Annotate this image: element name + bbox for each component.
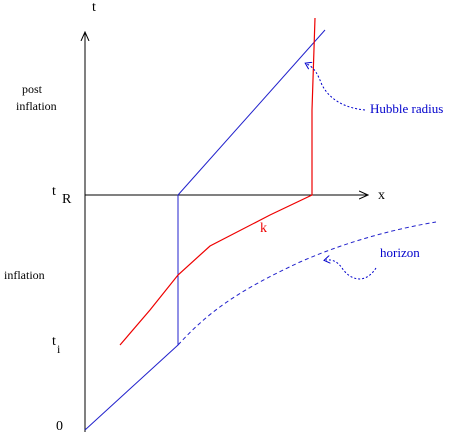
horizon-arrow: [326, 260, 377, 280]
hubble-arrow: [307, 64, 366, 111]
post-label: post: [22, 82, 43, 96]
hubble-label: Hubble radius: [370, 101, 443, 116]
t-r-sub: R: [62, 192, 72, 207]
t-r-label: t: [52, 184, 56, 199]
k-label: k: [260, 221, 267, 236]
hubble-line: [84, 29, 326, 431]
k-curve: [119, 17, 316, 346]
horizon-curve: [177, 221, 437, 346]
inflation-label: inflation: [4, 268, 45, 282]
x-axis-label: x: [378, 188, 385, 203]
t-i-label: t: [52, 334, 56, 349]
origin-label: 0: [56, 419, 63, 434]
t-axis-label: t: [92, 0, 96, 15]
post-inflation-label: inflation: [16, 99, 57, 113]
horizon-label: horizon: [380, 245, 420, 260]
t-i-sub: i: [57, 342, 61, 356]
